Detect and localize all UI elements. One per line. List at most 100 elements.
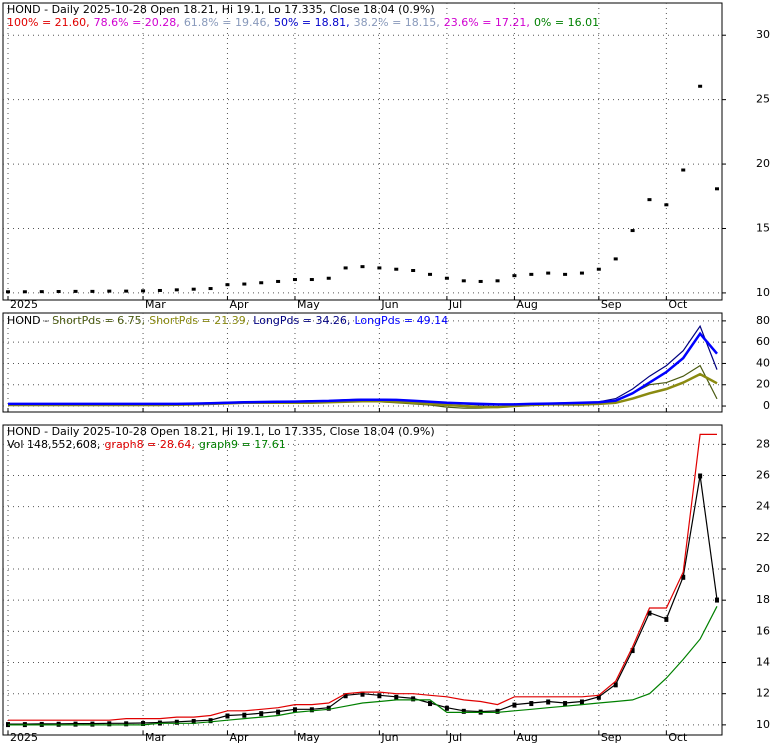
x-tick-label: Jul — [448, 731, 462, 744]
price-mark — [579, 699, 584, 705]
price-mark — [191, 718, 196, 724]
x-tick-label: Jul — [448, 298, 462, 311]
price-mark — [647, 198, 652, 202]
series-line — [8, 433, 717, 721]
price-mark — [276, 709, 281, 715]
legend-entry: ShortPds = 21.39, — [149, 314, 249, 327]
price-mark — [309, 278, 314, 282]
price-mark — [664, 203, 669, 207]
y-tick-label: 12 — [756, 687, 770, 700]
price-mark — [292, 278, 297, 282]
series-line — [8, 324, 718, 406]
price-mark — [141, 289, 146, 293]
price-mark — [681, 168, 686, 172]
price-mark — [157, 288, 162, 292]
price-mark — [208, 287, 213, 291]
y-tick-label: 10 — [756, 718, 770, 731]
price-mark — [292, 707, 297, 713]
price-mark — [276, 279, 281, 283]
price-mark — [73, 721, 78, 727]
price-mark — [242, 282, 247, 286]
price-mark — [39, 290, 44, 294]
price-mark — [698, 84, 703, 88]
price-mark — [73, 289, 78, 293]
x-tick-label: Oct — [668, 298, 688, 311]
y-tick-label: 10 — [756, 286, 770, 299]
price-mark — [124, 721, 129, 727]
price-mark — [681, 574, 686, 580]
y-tick-label: 20 — [756, 378, 770, 391]
x-tick-label: Aug — [516, 731, 537, 744]
price-mark — [326, 705, 331, 711]
price-mark — [377, 266, 382, 270]
y-tick-label: 30 — [756, 28, 770, 41]
price-mark — [495, 279, 500, 283]
price-mark — [630, 648, 635, 654]
price-mark — [377, 693, 382, 699]
price-mark — [56, 721, 61, 727]
y-tick-label: 15 — [756, 221, 770, 234]
price-mark — [141, 720, 146, 726]
legend-entry: LongPds = 34.26, — [253, 314, 350, 327]
price-mark — [529, 272, 534, 276]
price-mark — [90, 289, 95, 293]
x-tick-label: Oct — [668, 731, 688, 744]
price-mark — [630, 229, 635, 233]
price-mark — [225, 283, 230, 287]
price-mark — [613, 682, 618, 688]
price-mark — [428, 701, 433, 707]
y-tick-label: 60 — [756, 335, 770, 348]
y-tick-label: 28 — [756, 437, 770, 450]
series-line — [8, 606, 718, 726]
price-mark — [664, 616, 669, 622]
price-mark — [411, 696, 416, 702]
price-mark — [596, 267, 601, 271]
x-tick-label: Jun — [380, 298, 398, 311]
y-tick-label: 16 — [756, 624, 770, 637]
price-mark — [444, 276, 449, 280]
price-mark — [444, 705, 449, 711]
price-mark — [428, 272, 433, 276]
price-mark — [22, 290, 27, 294]
price-mark — [259, 281, 264, 285]
price-mark — [242, 712, 247, 718]
y-tick-label: 24 — [756, 500, 770, 513]
panel-frame — [2, 424, 723, 736]
y-tick-label: 20 — [756, 562, 770, 575]
price-mark — [360, 265, 365, 269]
price-mark — [715, 187, 719, 191]
price-mark — [309, 707, 314, 713]
legend-entry: graph9 = 17.61 — [199, 438, 286, 451]
price-mark — [107, 721, 112, 727]
price-mark — [360, 691, 365, 697]
price-mark — [394, 267, 399, 271]
price-mark — [343, 693, 348, 699]
fib-level: 38.2% = 18.15, — [354, 16, 440, 29]
price-mark — [579, 271, 584, 275]
panel-frame — [2, 312, 723, 413]
price-mark — [326, 276, 331, 280]
price-mark — [613, 257, 618, 261]
price-mark — [563, 701, 568, 707]
price-mark — [394, 694, 399, 700]
x-tick-label: Jun — [380, 731, 398, 744]
series-line — [8, 331, 718, 406]
fib-level: 78.6% = 20.28, — [94, 16, 180, 29]
price-mark — [90, 721, 95, 727]
series-line — [8, 87, 717, 292]
x-tick-label: Mar — [145, 298, 166, 311]
price-mark — [174, 719, 179, 725]
fib-level: 61.8% = 19.46, — [184, 16, 270, 29]
y-tick-label: 20 — [756, 157, 770, 170]
price-mark — [461, 279, 466, 283]
price-mark — [259, 711, 264, 717]
price-mark — [6, 290, 10, 294]
fib-levels: 100% = 21.60, 78.6% = 20.28, 61.8% = 19.46… — [7, 16, 599, 29]
y-tick-label: 80 — [756, 314, 770, 327]
x-tick-label: Aug — [516, 298, 537, 311]
legend: Vol 148,552,608, graph8 = 28.64, graph9 = … — [7, 438, 286, 451]
price-mark — [546, 271, 551, 275]
legend-entry: ShortPds = 6.75, — [52, 314, 145, 327]
price-mark — [174, 288, 179, 292]
